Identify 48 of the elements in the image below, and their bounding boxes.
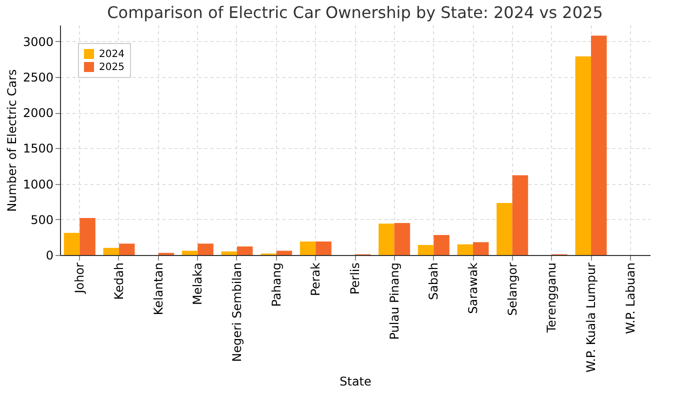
y-tick-label: 1500: [22, 142, 54, 156]
x-tick-label: Terengganu: [544, 262, 559, 334]
y-tick-label: 3000: [22, 34, 54, 49]
bar: [276, 250, 292, 255]
x-tick-label: Negeri Sembilan: [230, 262, 244, 362]
bar: [80, 218, 96, 255]
y-tick-label: 2500: [22, 70, 54, 84]
bar: [473, 242, 489, 255]
bar: [119, 244, 135, 255]
y-tick-label: 2000: [22, 106, 54, 120]
x-tick-label: Sabah: [426, 262, 441, 300]
bar: [512, 175, 528, 255]
x-tick-label: Melaka: [190, 262, 205, 306]
bar: [103, 248, 119, 255]
y-tick-label: 1000: [22, 177, 54, 192]
bar: [316, 241, 332, 255]
x-tick-label: Kedah: [112, 262, 126, 300]
x-tick-label: Pahang: [269, 262, 284, 307]
bar: [300, 241, 316, 255]
x-tick-label: Perak: [308, 262, 323, 296]
y-tick-label: 500: [30, 212, 54, 227]
bar: [418, 245, 434, 255]
x-tick-label: Johor: [72, 262, 87, 294]
bar: [394, 222, 410, 255]
x-tick-label: W.P. Labuan: [623, 262, 638, 334]
bar: [198, 244, 214, 255]
bar: [496, 203, 512, 255]
bar: [237, 246, 253, 255]
y-axis-title: Number of Electric Cars: [4, 69, 19, 212]
x-tick-label: W.P. Kuala Lumpur: [584, 262, 598, 372]
bar: [591, 36, 607, 255]
x-tick-label: Pulau Pinang: [387, 262, 402, 340]
chart-title: Comparison of Electric Car Ownership by State: 2024 vs 2025: [107, 3, 603, 22]
bar: [182, 250, 198, 255]
legend-label: 2024: [99, 49, 124, 60]
bar: [221, 251, 237, 255]
x-tick-label: Kelantan: [151, 262, 166, 316]
y-tick-label: 0: [46, 248, 54, 262]
bar: [575, 56, 591, 255]
x-tick-label: Sarawak: [466, 262, 480, 314]
x-tick-label: Selangor: [505, 262, 520, 316]
bar: [64, 232, 80, 255]
bar: [378, 224, 394, 255]
x-tick-label: Perlis: [348, 262, 362, 295]
bar: [457, 244, 473, 255]
bar: [434, 235, 450, 255]
x-axis-title: State: [340, 374, 372, 388]
legend-label: 2025: [99, 62, 124, 73]
